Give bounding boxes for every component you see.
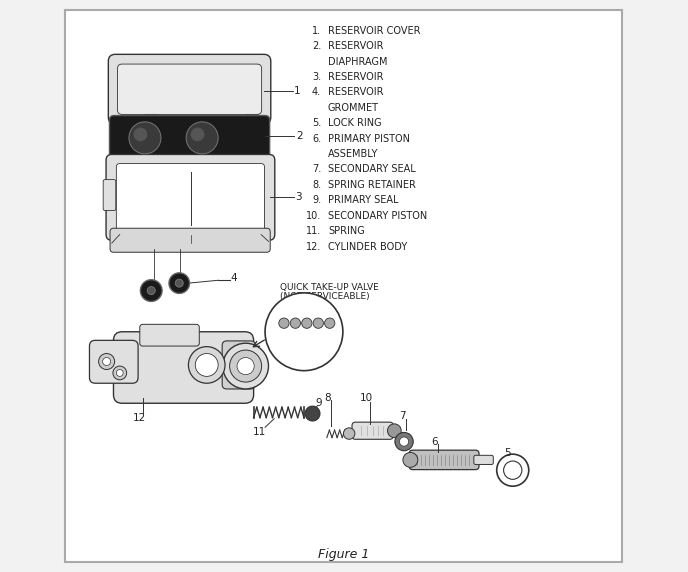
Circle shape xyxy=(116,370,123,376)
Circle shape xyxy=(497,454,529,486)
Text: SECONDARY SEAL: SECONDARY SEAL xyxy=(328,165,416,174)
FancyBboxPatch shape xyxy=(474,455,493,464)
Text: 10.: 10. xyxy=(306,210,321,221)
Text: 11: 11 xyxy=(252,427,266,437)
FancyBboxPatch shape xyxy=(352,422,394,439)
FancyBboxPatch shape xyxy=(106,154,275,240)
Circle shape xyxy=(325,318,335,328)
Circle shape xyxy=(237,358,254,375)
Text: 12: 12 xyxy=(133,412,146,423)
Circle shape xyxy=(301,318,312,328)
Text: 12.: 12. xyxy=(305,241,321,252)
Circle shape xyxy=(129,122,161,154)
Circle shape xyxy=(343,428,355,439)
Circle shape xyxy=(395,432,413,451)
Circle shape xyxy=(113,366,127,380)
Text: 3.: 3. xyxy=(312,72,321,82)
Text: QUICK TAKE-UP VALVE: QUICK TAKE-UP VALVE xyxy=(280,283,378,292)
FancyBboxPatch shape xyxy=(145,114,159,124)
Circle shape xyxy=(387,424,401,438)
Wedge shape xyxy=(510,470,515,486)
Circle shape xyxy=(195,353,218,376)
Text: PRIMARY SEAL: PRIMARY SEAL xyxy=(328,195,398,205)
FancyBboxPatch shape xyxy=(65,10,622,562)
Circle shape xyxy=(223,343,268,389)
Text: 5.: 5. xyxy=(312,118,321,128)
Text: 6: 6 xyxy=(431,436,438,447)
Text: SECONDARY PISTON: SECONDARY PISTON xyxy=(328,210,427,221)
Circle shape xyxy=(169,273,190,293)
Text: 11.: 11. xyxy=(306,226,321,236)
Circle shape xyxy=(191,128,204,141)
FancyBboxPatch shape xyxy=(108,54,271,124)
Text: 1.: 1. xyxy=(312,26,321,35)
Text: ASSEMBLY: ASSEMBLY xyxy=(328,149,378,159)
FancyBboxPatch shape xyxy=(109,116,270,160)
FancyBboxPatch shape xyxy=(110,228,270,252)
FancyBboxPatch shape xyxy=(222,341,255,389)
Text: (NOT SERVICEABLE): (NOT SERVICEABLE) xyxy=(280,292,369,301)
Text: CYLINDER BODY: CYLINDER BODY xyxy=(328,241,407,252)
Text: 1: 1 xyxy=(294,86,301,96)
Text: GROMMET: GROMMET xyxy=(328,103,379,113)
Text: 4.: 4. xyxy=(312,88,321,97)
Circle shape xyxy=(305,406,320,421)
Text: DIAPHRAGM: DIAPHRAGM xyxy=(328,57,387,66)
Circle shape xyxy=(290,318,301,328)
Circle shape xyxy=(175,279,183,287)
Circle shape xyxy=(403,452,418,467)
Circle shape xyxy=(265,293,343,371)
Text: 5: 5 xyxy=(504,448,511,458)
Text: SPRING RETAINER: SPRING RETAINER xyxy=(328,180,416,190)
Circle shape xyxy=(147,287,155,295)
FancyBboxPatch shape xyxy=(272,323,332,343)
Text: 8: 8 xyxy=(325,392,332,403)
Text: RESERVOIR: RESERVOIR xyxy=(328,41,383,51)
Circle shape xyxy=(186,122,218,154)
Text: SPRING: SPRING xyxy=(328,226,365,236)
Text: 7: 7 xyxy=(399,411,406,422)
Text: 9.: 9. xyxy=(312,195,321,205)
Circle shape xyxy=(189,347,225,383)
Text: RESERVOIR: RESERVOIR xyxy=(328,72,383,82)
FancyBboxPatch shape xyxy=(245,114,259,124)
Circle shape xyxy=(140,280,162,301)
FancyBboxPatch shape xyxy=(114,332,254,403)
Text: 2.: 2. xyxy=(312,41,321,51)
Circle shape xyxy=(98,353,115,370)
Text: 2: 2 xyxy=(296,131,303,141)
FancyBboxPatch shape xyxy=(118,64,261,114)
Text: 9: 9 xyxy=(316,398,322,408)
Text: LOCK RING: LOCK RING xyxy=(328,118,382,128)
Text: Figure 1: Figure 1 xyxy=(319,549,369,561)
FancyBboxPatch shape xyxy=(89,340,138,383)
FancyBboxPatch shape xyxy=(116,164,264,231)
Text: RESERVOIR: RESERVOIR xyxy=(328,88,383,97)
Circle shape xyxy=(400,437,409,446)
FancyBboxPatch shape xyxy=(409,450,479,470)
Text: 8.: 8. xyxy=(312,180,321,190)
Text: 10: 10 xyxy=(360,393,373,403)
Circle shape xyxy=(133,128,147,141)
Text: 4: 4 xyxy=(230,273,237,283)
Circle shape xyxy=(279,318,289,328)
Text: 7.: 7. xyxy=(312,165,321,174)
FancyBboxPatch shape xyxy=(103,180,116,210)
Text: PRIMARY PISTON: PRIMARY PISTON xyxy=(328,134,410,144)
Text: RESERVOIR COVER: RESERVOIR COVER xyxy=(328,26,420,35)
FancyBboxPatch shape xyxy=(140,324,200,346)
Circle shape xyxy=(103,358,111,366)
Circle shape xyxy=(230,350,261,382)
Circle shape xyxy=(504,461,522,479)
Circle shape xyxy=(313,318,323,328)
Text: 6.: 6. xyxy=(312,134,321,144)
Text: 3: 3 xyxy=(295,192,302,202)
